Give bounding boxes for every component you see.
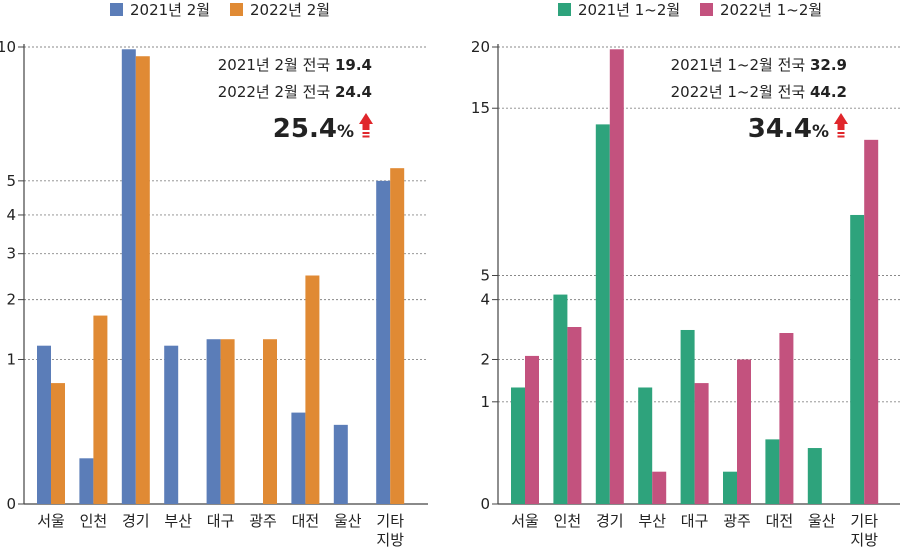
- legend-label: 2022년 1~2월: [720, 1, 822, 19]
- annotation-line-2: 2022년 2월 전국 24.4: [218, 83, 372, 101]
- legend-label: 2021년 2월: [130, 1, 210, 19]
- bar: [93, 315, 108, 504]
- bar: [850, 214, 865, 504]
- x-category-label: 울산: [808, 512, 836, 530]
- x-category-label: 대구: [207, 512, 235, 530]
- bar: [807, 448, 822, 504]
- bar: [737, 359, 751, 504]
- annotation-line-1-prefix: 2021년 1~2월 전국: [671, 56, 810, 74]
- up-arrow-icon: [359, 113, 373, 138]
- annotation-change-unit: %: [337, 122, 354, 142]
- bar: [164, 345, 179, 504]
- x-category-label: 대전: [292, 512, 320, 530]
- y-tick-label: 10: [0, 38, 16, 56]
- annotation-line-2: 2022년 1~2월 전국 44.2: [671, 83, 847, 101]
- y-tick-label: 4: [480, 291, 490, 309]
- x-category-label: 경기: [122, 512, 150, 530]
- x-category-label: 기타: [850, 512, 878, 530]
- bar: [390, 168, 405, 504]
- annotation-line-2-prefix: 2022년 2월 전국: [218, 83, 335, 101]
- y-tick-label: 20: [471, 38, 490, 56]
- y-tick-label: 2: [480, 350, 490, 368]
- legend-swatch: [110, 3, 123, 16]
- bar: [694, 383, 709, 504]
- legend-label: 2021년 1~2월: [578, 1, 680, 19]
- up-arrow-icon: [834, 113, 848, 138]
- bar: [765, 439, 780, 504]
- annotation-line-2-prefix: 2022년 1~2월 전국: [671, 83, 810, 101]
- bar: [135, 56, 150, 504]
- y-tick-label: 1: [6, 350, 16, 368]
- annotation-line-1-value: 32.9: [810, 56, 847, 74]
- legend-label: 2022년 2월: [250, 1, 330, 19]
- annotation-change: 34.4%: [748, 114, 829, 144]
- bar: [305, 275, 320, 504]
- legend-swatch: [558, 3, 571, 16]
- y-tick-label: 5: [6, 172, 16, 190]
- bar: [779, 333, 794, 504]
- x-category-label: 부산: [164, 512, 192, 530]
- y-tick-label: 0: [480, 495, 490, 513]
- x-category-label: 광주: [723, 512, 751, 530]
- x-category-label: 대구: [681, 512, 709, 530]
- y-tick-label: 4: [6, 206, 16, 224]
- annotation-line-1: 2021년 2월 전국 19.4: [218, 56, 372, 74]
- x-category-label: 경기: [596, 512, 624, 530]
- y-tick-label: 3: [6, 245, 16, 263]
- bar: [291, 412, 306, 504]
- bar: [864, 139, 879, 504]
- bar: [37, 345, 51, 504]
- bar: [121, 49, 136, 504]
- bar: [376, 180, 391, 504]
- bar: [220, 339, 235, 504]
- annotation-line-1-value: 19.4: [335, 56, 372, 74]
- bar: [333, 424, 348, 504]
- bar: [525, 355, 539, 504]
- y-tick-label: 0: [6, 495, 16, 513]
- x-category-label: 대전: [766, 512, 794, 530]
- x-category-label: 기타: [376, 512, 404, 530]
- x-category-label: 광주: [249, 512, 277, 530]
- bar: [567, 327, 582, 504]
- x-category-label: 인천: [80, 512, 108, 530]
- bar: [638, 387, 653, 504]
- annotation-line-2-value: 44.2: [810, 83, 847, 101]
- x-category-label: 부산: [638, 512, 666, 530]
- x-category-label: 서울: [511, 512, 539, 530]
- bar: [553, 294, 568, 504]
- annotation-change: 25.4%: [273, 114, 354, 144]
- bar: [79, 458, 94, 504]
- annotation-line-1-prefix: 2021년 2월 전국: [218, 56, 335, 74]
- annotation-line-2-value: 24.4: [335, 83, 372, 101]
- annotation-change-value: 34.4: [748, 114, 812, 144]
- y-tick-label: 1: [480, 393, 490, 411]
- bar: [511, 387, 525, 504]
- x-category-label: 인천: [554, 512, 582, 530]
- legend-swatch: [230, 3, 243, 16]
- bar: [206, 339, 221, 504]
- bar: [609, 49, 624, 504]
- annotation-change-value: 25.4: [273, 114, 337, 144]
- bar: [680, 329, 695, 504]
- y-tick-label: 15: [471, 99, 490, 117]
- bar: [652, 471, 667, 504]
- x-category-label: 지방: [376, 531, 404, 549]
- x-category-label: 서울: [37, 512, 65, 530]
- bar: [51, 383, 65, 504]
- bar: [263, 339, 277, 504]
- x-category-label: 지방: [850, 531, 878, 549]
- annotation-change-unit: %: [812, 122, 829, 142]
- bar: [723, 471, 737, 504]
- x-category-label: 울산: [334, 512, 362, 530]
- annotation-line-1: 2021년 1~2월 전국 32.9: [671, 56, 847, 74]
- y-tick-label: 5: [480, 267, 490, 285]
- legend-swatch: [700, 3, 713, 16]
- y-tick-label: 2: [6, 291, 16, 309]
- bar: [595, 124, 610, 504]
